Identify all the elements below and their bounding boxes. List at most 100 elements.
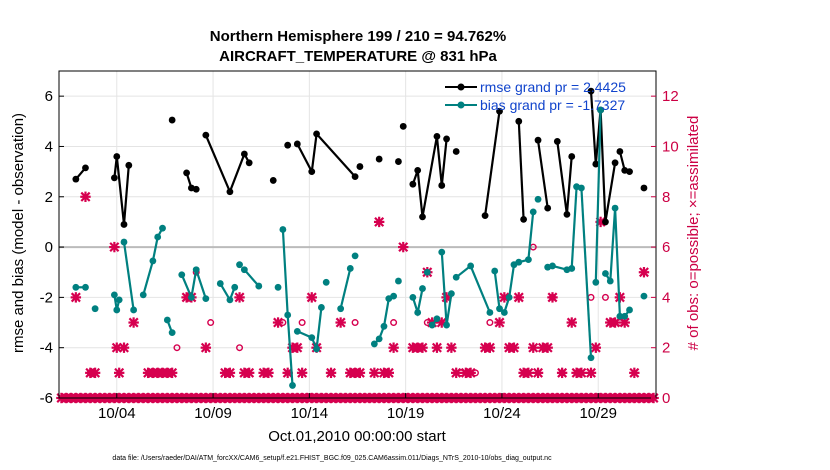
y2-tick-label: 8 [662, 189, 670, 206]
y2-axis-ticks: 0 2 4 6 8 10 12 [651, 88, 679, 407]
data-point [640, 184, 648, 192]
obs-assimilated-marker [369, 367, 380, 379]
obs-possible-marker [236, 344, 244, 352]
data-point [72, 175, 80, 183]
data-point [515, 258, 523, 266]
data-point [568, 153, 576, 160]
data-point [308, 334, 316, 342]
data-point [616, 148, 624, 155]
data-point [452, 273, 460, 281]
y-tick-label: 0 [45, 239, 53, 256]
obs-assimilated-marker [398, 241, 409, 253]
series-line [180, 269, 207, 302]
data-point [587, 87, 595, 95]
obs-possible-markers [86, 243, 624, 377]
data-point [602, 270, 609, 277]
legend-rmse-label: rmse grand pr = 2.4425 [480, 79, 626, 95]
data-point [110, 174, 118, 182]
data-point [621, 312, 629, 320]
obs-assimilated-marker [566, 317, 577, 328]
obs-assimilated-marker [585, 367, 597, 379]
data-point [611, 204, 619, 212]
data-point [82, 164, 89, 172]
series-line [339, 268, 352, 309]
obs-assimilated-marker [532, 367, 544, 379]
data-point [313, 130, 320, 138]
obs-possible-marker [457, 369, 465, 377]
data-point [602, 218, 609, 226]
legend: rmse grand pr = 2.4425 bias grand pr = -… [445, 79, 626, 113]
series-line [204, 134, 251, 195]
y-tick-label: 2 [45, 189, 53, 206]
obs-assimilated-marker [354, 367, 366, 379]
data-point [414, 309, 422, 316]
data-point [178, 271, 186, 279]
rmse-series [72, 87, 648, 228]
obs-possible-marker [327, 369, 335, 377]
data-point [240, 150, 248, 158]
y2-axis-label: # of obs: o=possible; ×=assimilated [685, 116, 702, 351]
y-tick-label: -2 [40, 289, 53, 306]
obs-assimilated-marker [508, 342, 520, 353]
obs-assimilated-marker [528, 342, 539, 353]
data-point [110, 291, 118, 299]
data-point [419, 285, 426, 292]
data-point [187, 293, 195, 301]
data-point [120, 221, 128, 228]
data-point [163, 316, 171, 324]
obs-assimilated-marker [128, 317, 139, 328]
series-line [556, 141, 573, 215]
data-point [202, 131, 210, 139]
obs-assimilated-marker [263, 367, 274, 379]
obs-possible-marker [279, 319, 287, 327]
data-point [544, 204, 552, 212]
data-point [568, 265, 576, 272]
y2-tick-label: 0 [662, 390, 670, 407]
legend-rmse-marker [457, 83, 465, 91]
obs-assimilated-marker [292, 342, 303, 353]
obs-possible-marker [558, 369, 566, 377]
obs-assimilated-marker [547, 292, 558, 303]
data-point [91, 305, 99, 313]
obs-assimilated-marker [89, 367, 101, 379]
data-point [375, 335, 383, 343]
x-tick-label: 10/29 [579, 405, 617, 422]
obs-assimilated-marker [234, 292, 245, 303]
data-point [553, 138, 561, 145]
data-point [289, 382, 296, 389]
data-point [120, 238, 128, 246]
data-point [192, 266, 200, 274]
obs-assimilated-marker [296, 367, 308, 379]
data-point [529, 208, 537, 216]
data-point [563, 210, 571, 218]
obs-possible-marker [390, 319, 398, 327]
y2-tick-label: 6 [662, 239, 670, 256]
y2-tick-label: 10 [662, 138, 679, 155]
obs-assimilated-marker [556, 367, 568, 379]
obs-possible-marker [601, 293, 609, 301]
data-point [313, 345, 320, 353]
data-point [399, 122, 407, 130]
obs-assimilated-marker [373, 216, 385, 228]
data-point [72, 283, 80, 291]
y2-tick-label: 4 [662, 289, 670, 306]
y-tick-label: -6 [40, 390, 53, 407]
data-point [505, 293, 513, 301]
obs-assimilated-marker [118, 342, 130, 353]
data-point [125, 161, 133, 169]
data-point [113, 306, 121, 314]
data-point [269, 177, 277, 184]
data-point [317, 304, 325, 311]
x-tick-label: 10/24 [483, 405, 521, 422]
series-line [243, 268, 260, 287]
data-point [115, 296, 123, 304]
obs-possible-marker [548, 293, 556, 301]
obs-assimilated-marker [542, 342, 553, 353]
data-point [322, 278, 330, 286]
obs-possible-marker [173, 344, 181, 352]
data-point [597, 106, 605, 114]
data-point [626, 306, 633, 314]
obs-possible-marker [163, 369, 171, 377]
data-point [611, 159, 619, 167]
data-point [447, 290, 455, 298]
